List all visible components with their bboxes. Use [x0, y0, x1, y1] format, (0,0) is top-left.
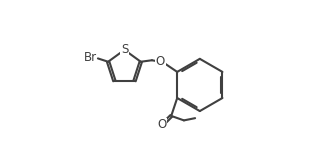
Text: S: S — [121, 43, 128, 56]
Text: Br: Br — [84, 52, 97, 64]
Text: O: O — [157, 118, 166, 131]
Text: O: O — [155, 55, 165, 68]
